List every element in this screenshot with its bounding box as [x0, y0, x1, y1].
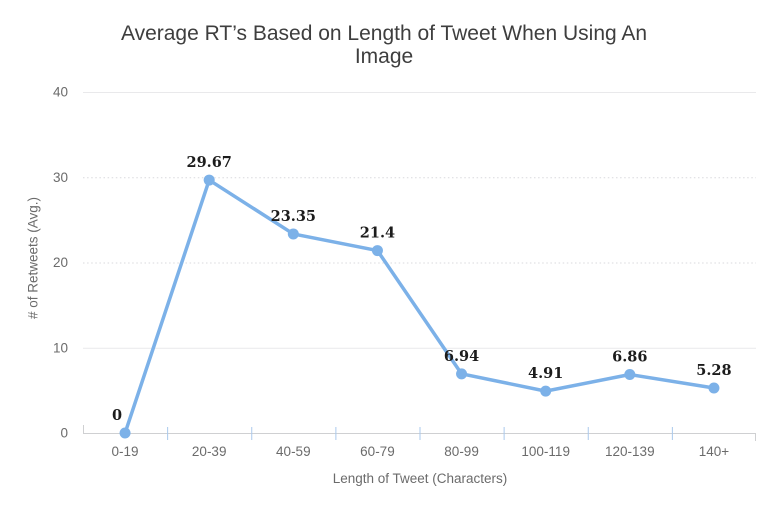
svg-text:21.4: 21.4 — [360, 225, 395, 242]
svg-text:30: 30 — [53, 170, 68, 185]
x-category-labels: 0-19 20-39 40-59 60-79 80-99 100-119 120-139 14… — [112, 444, 730, 459]
data-labels: 0 29.67 23.35 21.4 6.94 4.91 6.86 5.28 — [112, 154, 732, 424]
svg-text:0: 0 — [112, 407, 122, 424]
svg-text:100-119: 100-119 — [521, 444, 570, 459]
svg-text:40: 40 — [53, 85, 68, 100]
svg-text:40-59: 40-59 — [276, 444, 311, 459]
svg-text:6.86: 6.86 — [612, 349, 647, 366]
svg-text:20: 20 — [53, 255, 68, 270]
svg-text:0-19: 0-19 — [112, 444, 139, 459]
series-line — [123, 178, 716, 435]
x-axis-title: Length of Tweet (Characters) — [332, 471, 508, 486]
svg-text:60-79: 60-79 — [360, 444, 395, 459]
svg-text:29.67: 29.67 — [186, 154, 231, 171]
svg-text:140+: 140+ — [699, 444, 730, 459]
y-tick-labels: 0 10 20 30 40 — [53, 85, 68, 441]
data-points — [119, 174, 720, 439]
gridlines — [83, 92, 756, 349]
svg-text:120-139: 120-139 — [605, 444, 655, 459]
svg-text:20-39: 20-39 — [192, 444, 227, 459]
svg-text:10: 10 — [53, 340, 68, 355]
svg-text:5.28: 5.28 — [696, 362, 731, 379]
svg-text:4.91: 4.91 — [528, 365, 563, 382]
svg-text:6.94: 6.94 — [444, 348, 479, 365]
svg-text:80-99: 80-99 — [444, 444, 479, 459]
chart-title: Average RT’s Based on Length of Tweet Wh… — [120, 22, 648, 68]
x-axis — [83, 425, 756, 441]
svg-text:23.35: 23.35 — [271, 208, 316, 225]
svg-text:0: 0 — [60, 426, 68, 441]
